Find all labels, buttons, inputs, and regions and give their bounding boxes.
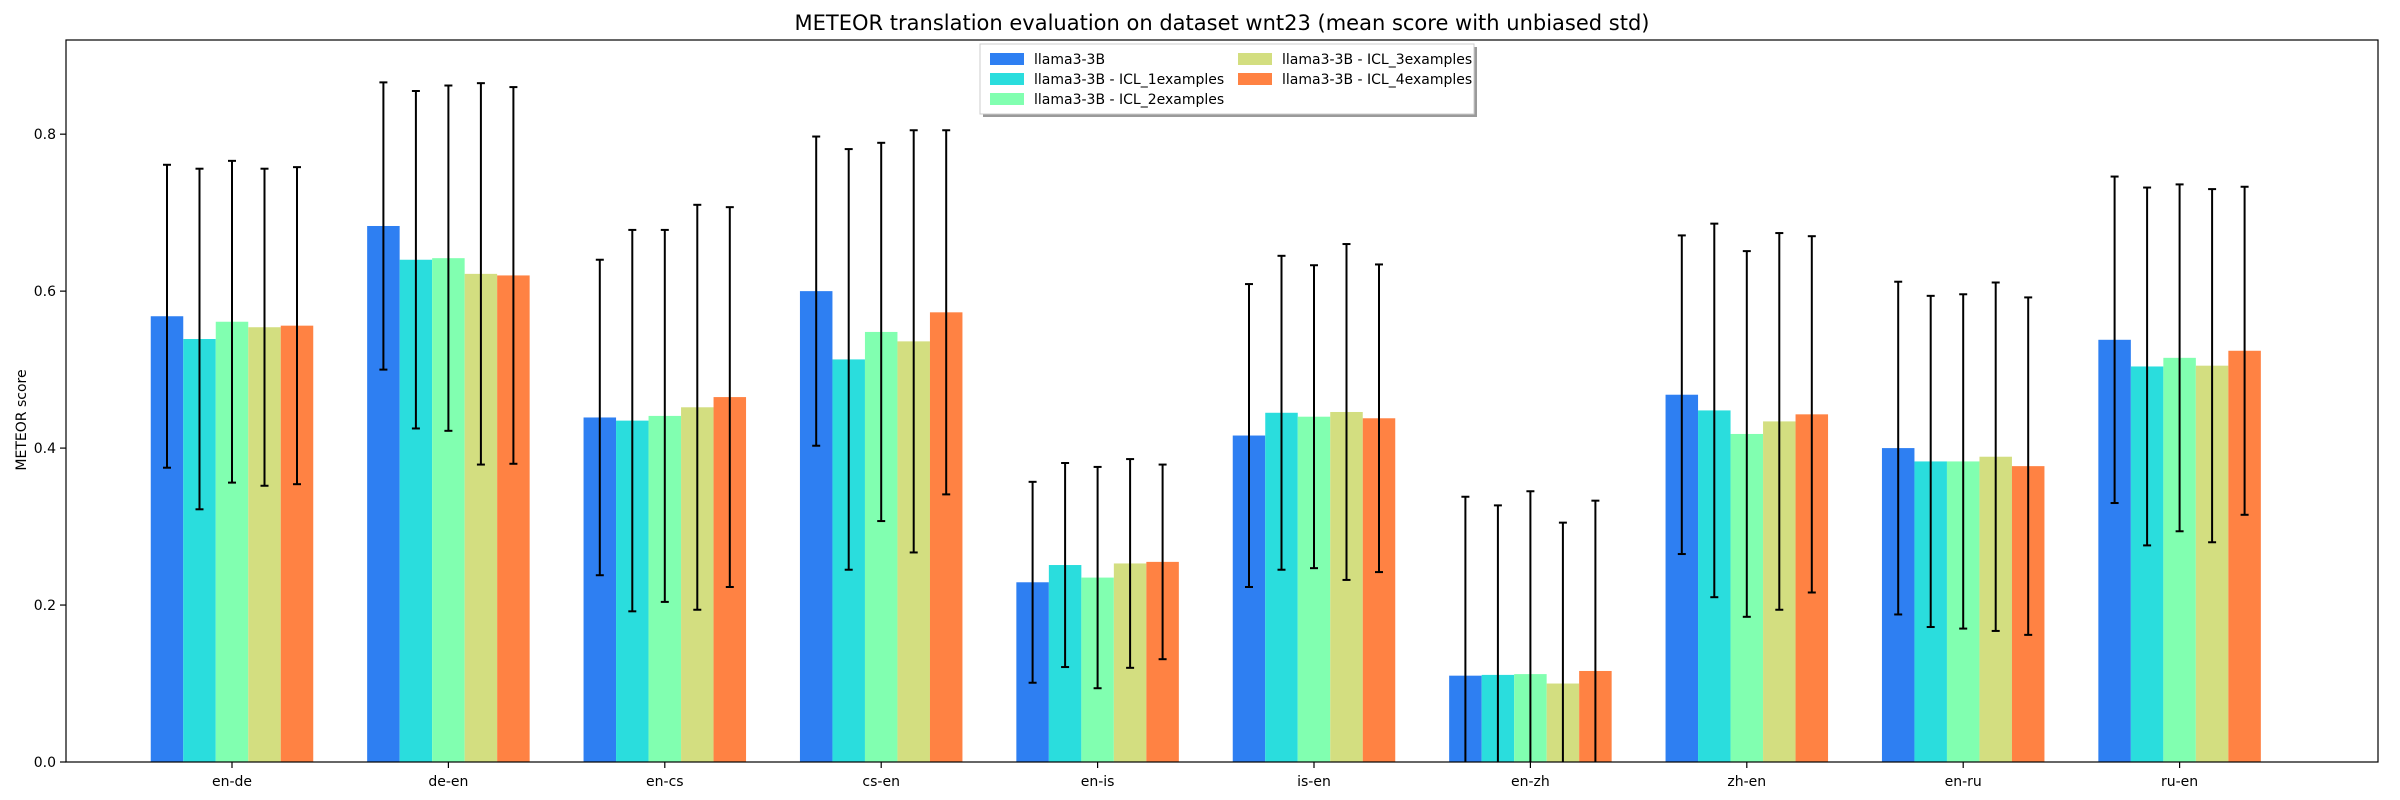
errorbar-is-en-s2 <box>1310 264 1318 570</box>
legend-swatch <box>990 93 1024 105</box>
x-tick-label-en-ru: en-ru <box>1945 774 1982 790</box>
errorbar-en-zh-s3 <box>1558 521 1567 762</box>
legend-label: llama3-3B - ICL_1examples <box>1034 72 1224 88</box>
x-tick-label-zh-en: zh-en <box>1727 774 1766 790</box>
errorbar-en-cs-s3 <box>693 203 702 611</box>
errorbar-ru-en-s3 <box>2208 188 2217 544</box>
errorbars-layer <box>163 81 2249 762</box>
errorbar-ru-en-s1 <box>2143 186 2152 547</box>
legend: llama3-3B llama3-3B - ICL_1examples llama3… <box>979 43 1477 117</box>
errorbar-en-cs-s1 <box>628 228 637 613</box>
errorbar-en-zh-s1 <box>1493 504 1502 762</box>
errorbar-en-ru-s1 <box>1926 294 1935 629</box>
errorbar-en-zh-s0 <box>1461 495 1470 762</box>
errorbar-ru-en-s4 <box>2240 185 2249 516</box>
y-tick-label: 0.2 <box>34 598 56 614</box>
x-tick-label-en-zh: en-zh <box>1511 774 1550 790</box>
legend-swatch <box>1238 53 1272 65</box>
errorbar-cs-en-s4 <box>942 129 951 496</box>
errorbar-en-de-s2 <box>228 159 236 484</box>
errorbar-ru-en-s2 <box>2175 183 2184 533</box>
legend-label: llama3-3B - ICL_4examples <box>1282 72 1472 88</box>
legend-swatch <box>1238 73 1272 85</box>
errorbar-cs-en-s1 <box>844 148 853 571</box>
errorbar-en-cs-s0 <box>595 258 604 577</box>
errorbar-en-is-s4 <box>1158 463 1167 661</box>
legend-swatch <box>990 53 1024 65</box>
x-tick-label-is-en: is-en <box>1297 774 1331 790</box>
errorbar-cs-en-s3 <box>909 129 918 554</box>
legend-entry-3: llama3-3B - ICL_3examples <box>1238 52 1472 68</box>
errorbar-is-en-s4 <box>1375 263 1383 574</box>
plot-frame <box>65 39 2379 763</box>
legend-entry-4: llama3-3B - ICL_4examples <box>1238 72 1472 88</box>
x-tick-label-de-en: de-en <box>428 774 468 790</box>
errorbar-en-ru-s4 <box>2024 296 2033 636</box>
errorbar-en-de-s1 <box>195 167 204 511</box>
errorbar-en-zh-s4 <box>1591 499 1600 762</box>
errorbar-en-is-s3 <box>1126 458 1135 669</box>
errorbar-zh-en-s2 <box>1742 250 1751 618</box>
y-tick-label: 0.4 <box>34 441 56 457</box>
errorbar-cs-en-s2 <box>877 141 886 523</box>
errorbar-is-en-s0 <box>1245 283 1253 588</box>
y-axis-label: METEOR score <box>14 369 30 470</box>
errorbar-de-en-s0 <box>379 81 388 371</box>
x-tick-label-cs-en: cs-en <box>862 774 900 790</box>
legend-label: llama3-3B - ICL_2examples <box>1034 92 1224 108</box>
legend-entry-1: llama3-3B - ICL_1examples <box>990 72 1224 88</box>
errorbar-ru-en-s0 <box>2110 175 2119 505</box>
errorbar-zh-en-s1 <box>1710 222 1719 599</box>
errorbar-de-en-s4 <box>509 86 518 465</box>
errorbar-en-de-s4 <box>293 166 301 486</box>
y-tick-label: 0.8 <box>34 127 56 143</box>
errorbar-en-de-s0 <box>163 163 171 469</box>
errorbar-de-en-s1 <box>411 90 420 430</box>
legend-entry-2: llama3-3B - ICL_2examples <box>990 92 1224 108</box>
errorbar-en-de-s3 <box>260 167 269 487</box>
errorbar-en-zh-s2 <box>1526 490 1535 762</box>
errorbar-en-cs-s2 <box>660 228 669 603</box>
errorbar-en-is-s2 <box>1093 465 1102 690</box>
errorbar-en-cs-s4 <box>725 206 734 588</box>
legend-box <box>979 43 1475 115</box>
axes-layer: 0.0 0.2 0.4 0.6 0.8 en-de de-en en-cs cs-en en-is… <box>34 39 2379 790</box>
errorbar-zh-en-s3 <box>1775 232 1784 611</box>
legend-entry-0: llama3-3B <box>990 52 1105 68</box>
errorbar-en-ru-s3 <box>1991 281 2000 632</box>
errorbar-is-en-s1 <box>1277 254 1286 571</box>
errorbar-de-en-s3 <box>476 82 485 466</box>
errorbar-is-en-s3 <box>1342 243 1351 581</box>
y-tick-label: 0.0 <box>34 755 56 771</box>
y-tick-label: 0.6 <box>34 284 56 300</box>
errorbar-en-is-s0 <box>1028 480 1037 684</box>
chart-title: METEOR translation evaluation on dataset… <box>795 11 1650 35</box>
errorbar-cs-en-s0 <box>812 135 821 447</box>
legend-label: llama3-3B <box>1034 52 1105 68</box>
legend-swatch <box>990 73 1024 85</box>
x-tick-label-en-de: en-de <box>212 774 252 790</box>
bars-layer <box>150 225 2261 763</box>
errorbar-en-ru-s0 <box>1894 280 1903 616</box>
errorbar-en-ru-s2 <box>1959 293 1968 630</box>
x-tick-label-ru-en: ru-en <box>2161 774 2198 790</box>
x-tick-label-en-is: en-is <box>1081 774 1115 790</box>
errorbar-de-en-s2 <box>444 84 453 432</box>
x-tick-label-en-cs: en-cs <box>646 774 684 790</box>
legend-label: llama3-3B - ICL_3examples <box>1282 52 1472 68</box>
errorbar-zh-en-s0 <box>1677 234 1686 556</box>
errorbar-zh-en-s4 <box>1807 235 1816 594</box>
errorbar-en-is-s1 <box>1061 461 1070 669</box>
